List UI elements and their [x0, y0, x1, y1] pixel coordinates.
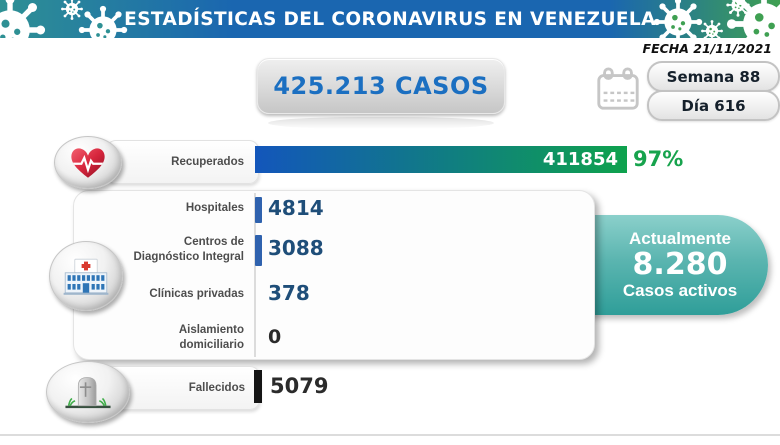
hospital-icon — [63, 258, 109, 295]
total-cases-box: 425.213 CASOS — [257, 58, 505, 129]
aislamiento-value: 0 — [268, 326, 282, 348]
active-cases-line1: Actualmente — [628, 229, 732, 248]
recovered-bar: 411854 — [255, 146, 627, 173]
day-badge: Día 616 — [647, 90, 780, 121]
facilities-panel: Hospitales 4814 Centros de Diagnóstico I… — [73, 190, 595, 360]
recovered-label-box: Recuperados — [106, 140, 259, 184]
deceased-icon-circle — [46, 361, 130, 423]
week-badge: Semana 88 — [647, 61, 780, 92]
facility-label-aislamiento: Aislamiento domiciliario — [178, 324, 244, 351]
hospitales-bar-stub — [255, 197, 262, 223]
tombstone-icon — [65, 377, 111, 409]
active-cases-line2: Casos activos — [622, 281, 738, 300]
virus-icon — [0, 0, 130, 38]
total-cases-value: 425.213 CASOS — [273, 72, 489, 100]
deceased-label: Fallecidos — [188, 382, 245, 394]
recovered-value: 411854 — [542, 149, 618, 170]
calendar-icon — [597, 67, 639, 110]
facility-label-clinicas: Clínicas privadas — [149, 288, 244, 300]
page-title: ESTADÍSTICAS DEL CORONAVIRUS EN VENEZUEL… — [124, 8, 656, 30]
date-label: FECHA 21/11/2021 — [642, 41, 772, 56]
recovered-icon-circle — [54, 136, 122, 189]
bottom-divider — [0, 434, 780, 436]
heart-pulse-icon — [71, 147, 105, 178]
deceased-bar-stub — [254, 370, 262, 403]
hospital-icon-circle — [49, 241, 123, 311]
panel-divider — [254, 193, 256, 357]
recovered-label: Recuperados — [171, 156, 244, 168]
cdi-bar-stub — [255, 235, 262, 266]
deceased-value: 5079 — [270, 374, 329, 398]
cdi-value: 3088 — [268, 236, 324, 260]
hospitales-value: 4814 — [268, 196, 324, 220]
facility-label-cdi: Centros de Diagnóstico Integral — [133, 236, 244, 263]
clinicas-value: 378 — [268, 281, 310, 305]
active-cases-value: 8.280 — [632, 247, 728, 282]
recovered-percent: 97% — [633, 147, 684, 171]
facility-label-hospitales: Hospitales — [185, 202, 244, 214]
virus-icon — [651, 0, 780, 38]
header-bar: ESTADÍSTICAS DEL CORONAVIRUS EN VENEZUEL… — [0, 0, 780, 38]
